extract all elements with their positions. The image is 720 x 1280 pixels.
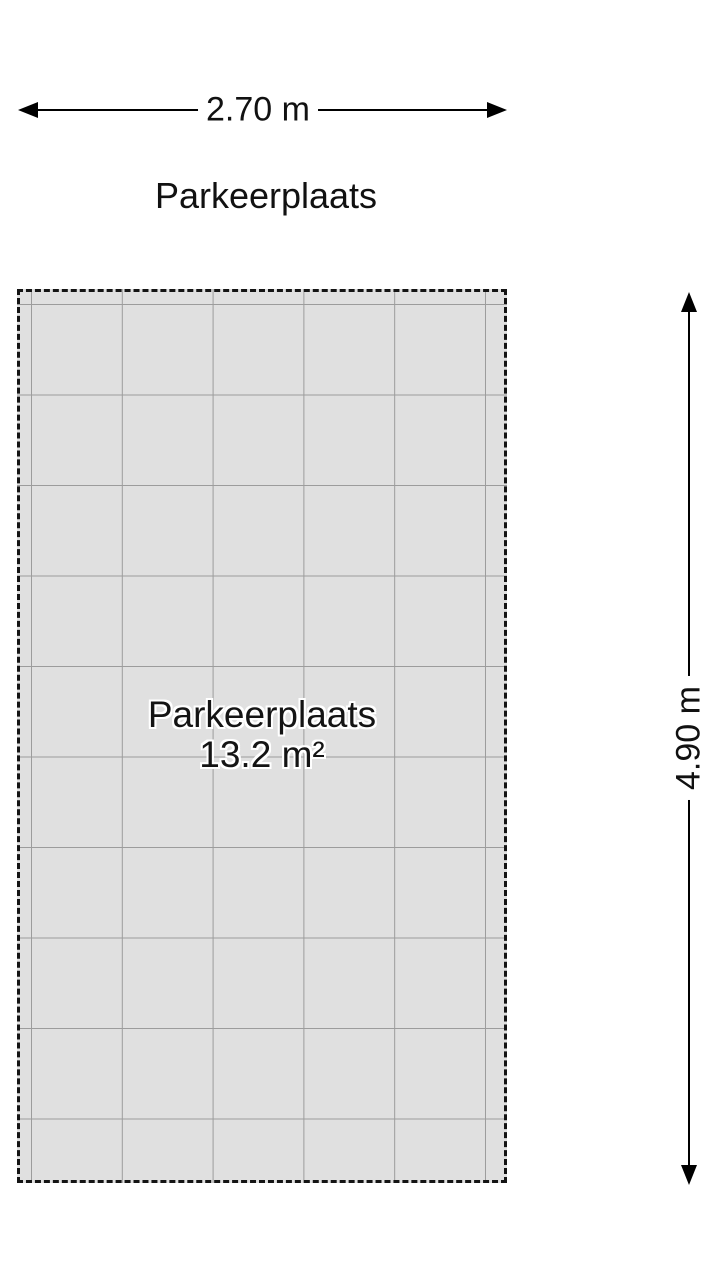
page-title: Parkeerplaats xyxy=(154,175,378,216)
arrow-right-icon xyxy=(487,102,507,118)
arrow-down-icon xyxy=(681,1165,697,1185)
arrow-left-icon xyxy=(18,102,38,118)
room-name: Parkeerplaats xyxy=(147,694,377,735)
room-label: Parkeerplaats 13.2 m² xyxy=(148,695,376,775)
height-dimension-label: 4.90 m xyxy=(669,676,709,800)
width-dimension-label: 2.70 m xyxy=(198,90,318,130)
parking-space-outline xyxy=(17,289,507,1183)
room-area: 13.2 m² xyxy=(199,734,325,775)
arrow-up-icon xyxy=(681,292,697,312)
